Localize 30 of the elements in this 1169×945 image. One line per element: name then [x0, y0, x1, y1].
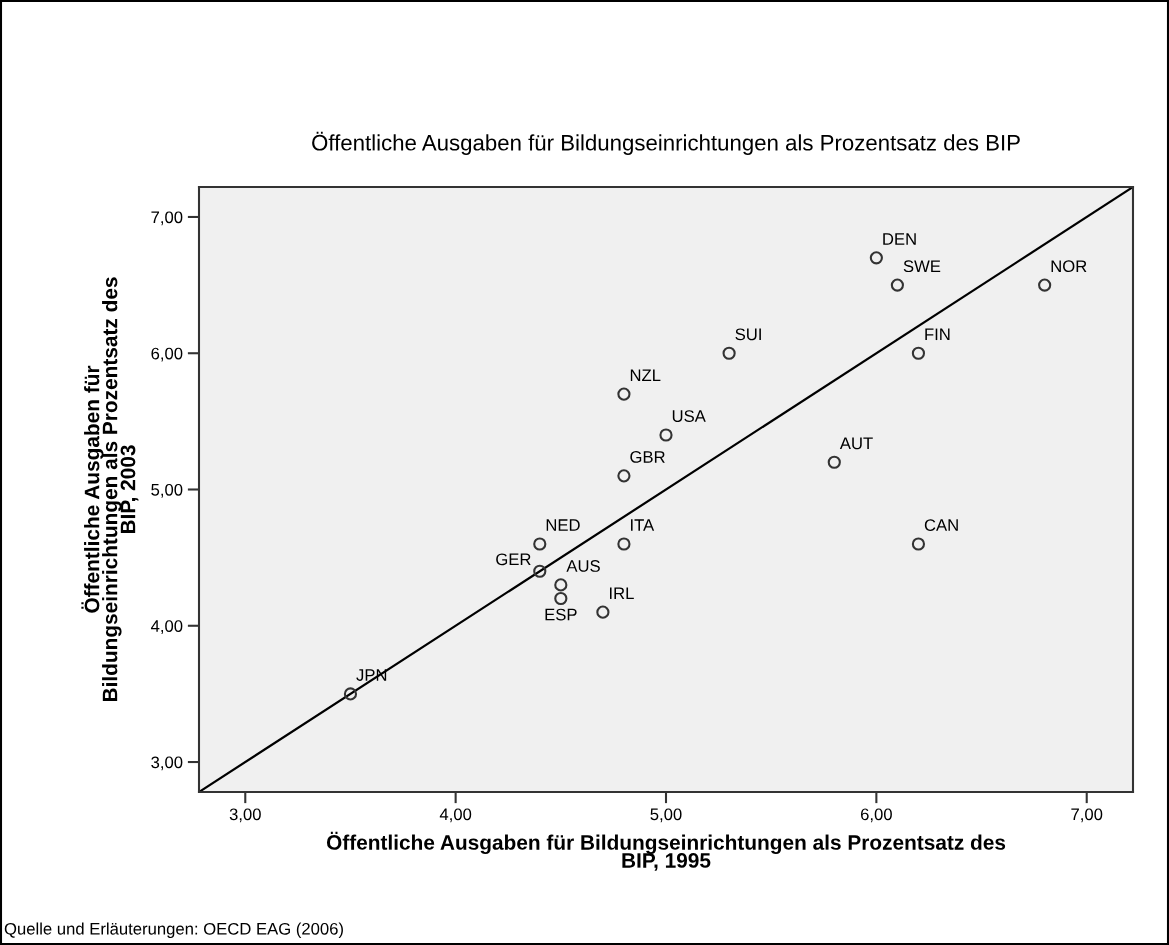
x-axis-title: Öffentliche Ausgaben für Bildungseinrichtungen als Prozentsatz des BIP, 1995 [326, 831, 1006, 871]
annotation: USA [672, 410, 706, 422]
annotation: CAN [924, 519, 958, 531]
y-tick-label: 3,00 [151, 756, 183, 771]
x-tick-label: 5,00 [650, 808, 682, 823]
annotation: DEN [883, 233, 916, 245]
y-axis-title: Öffentliche Ausgaben für Bildungseinrichtungen als Prozentsatz des BIP, 2003 [81, 277, 139, 702]
annotation: NOR [1051, 260, 1087, 273]
chart-title: Öffentliche Ausgaben für Bildungseinrichtungen als Prozentsatz des BIP [312, 131, 1020, 155]
annotation: NED [546, 519, 580, 531]
annotation: SUI [735, 328, 761, 341]
y-tick-label: 4,00 [150, 620, 183, 634]
annotation: AUT [839, 437, 873, 450]
annotation: IRL [609, 587, 634, 599]
annotation: AUS [566, 560, 600, 572]
y-tick-label: 6,00 [151, 347, 183, 362]
source-note: Quelle und Erläuterungen: OECD EAG (2006) [4, 922, 343, 938]
y-tick-label: 5,00 [151, 483, 183, 498]
annotation: GBR [630, 451, 665, 463]
annotation: ITA [631, 519, 655, 531]
annotation: GER [496, 553, 531, 566]
x-tick-label: 3,00 [229, 808, 261, 823]
annotation: NZL [630, 369, 661, 381]
annotation: ESP [545, 608, 577, 621]
annotation: SWE [903, 260, 941, 273]
x-tick-label: 7,00 [1071, 808, 1103, 823]
x-tick-label: 4,00 [439, 808, 472, 823]
y-tick-label: 7,00 [151, 211, 183, 226]
x-tick-label: 6,00 [860, 808, 892, 823]
annotation: FIN [925, 328, 950, 341]
